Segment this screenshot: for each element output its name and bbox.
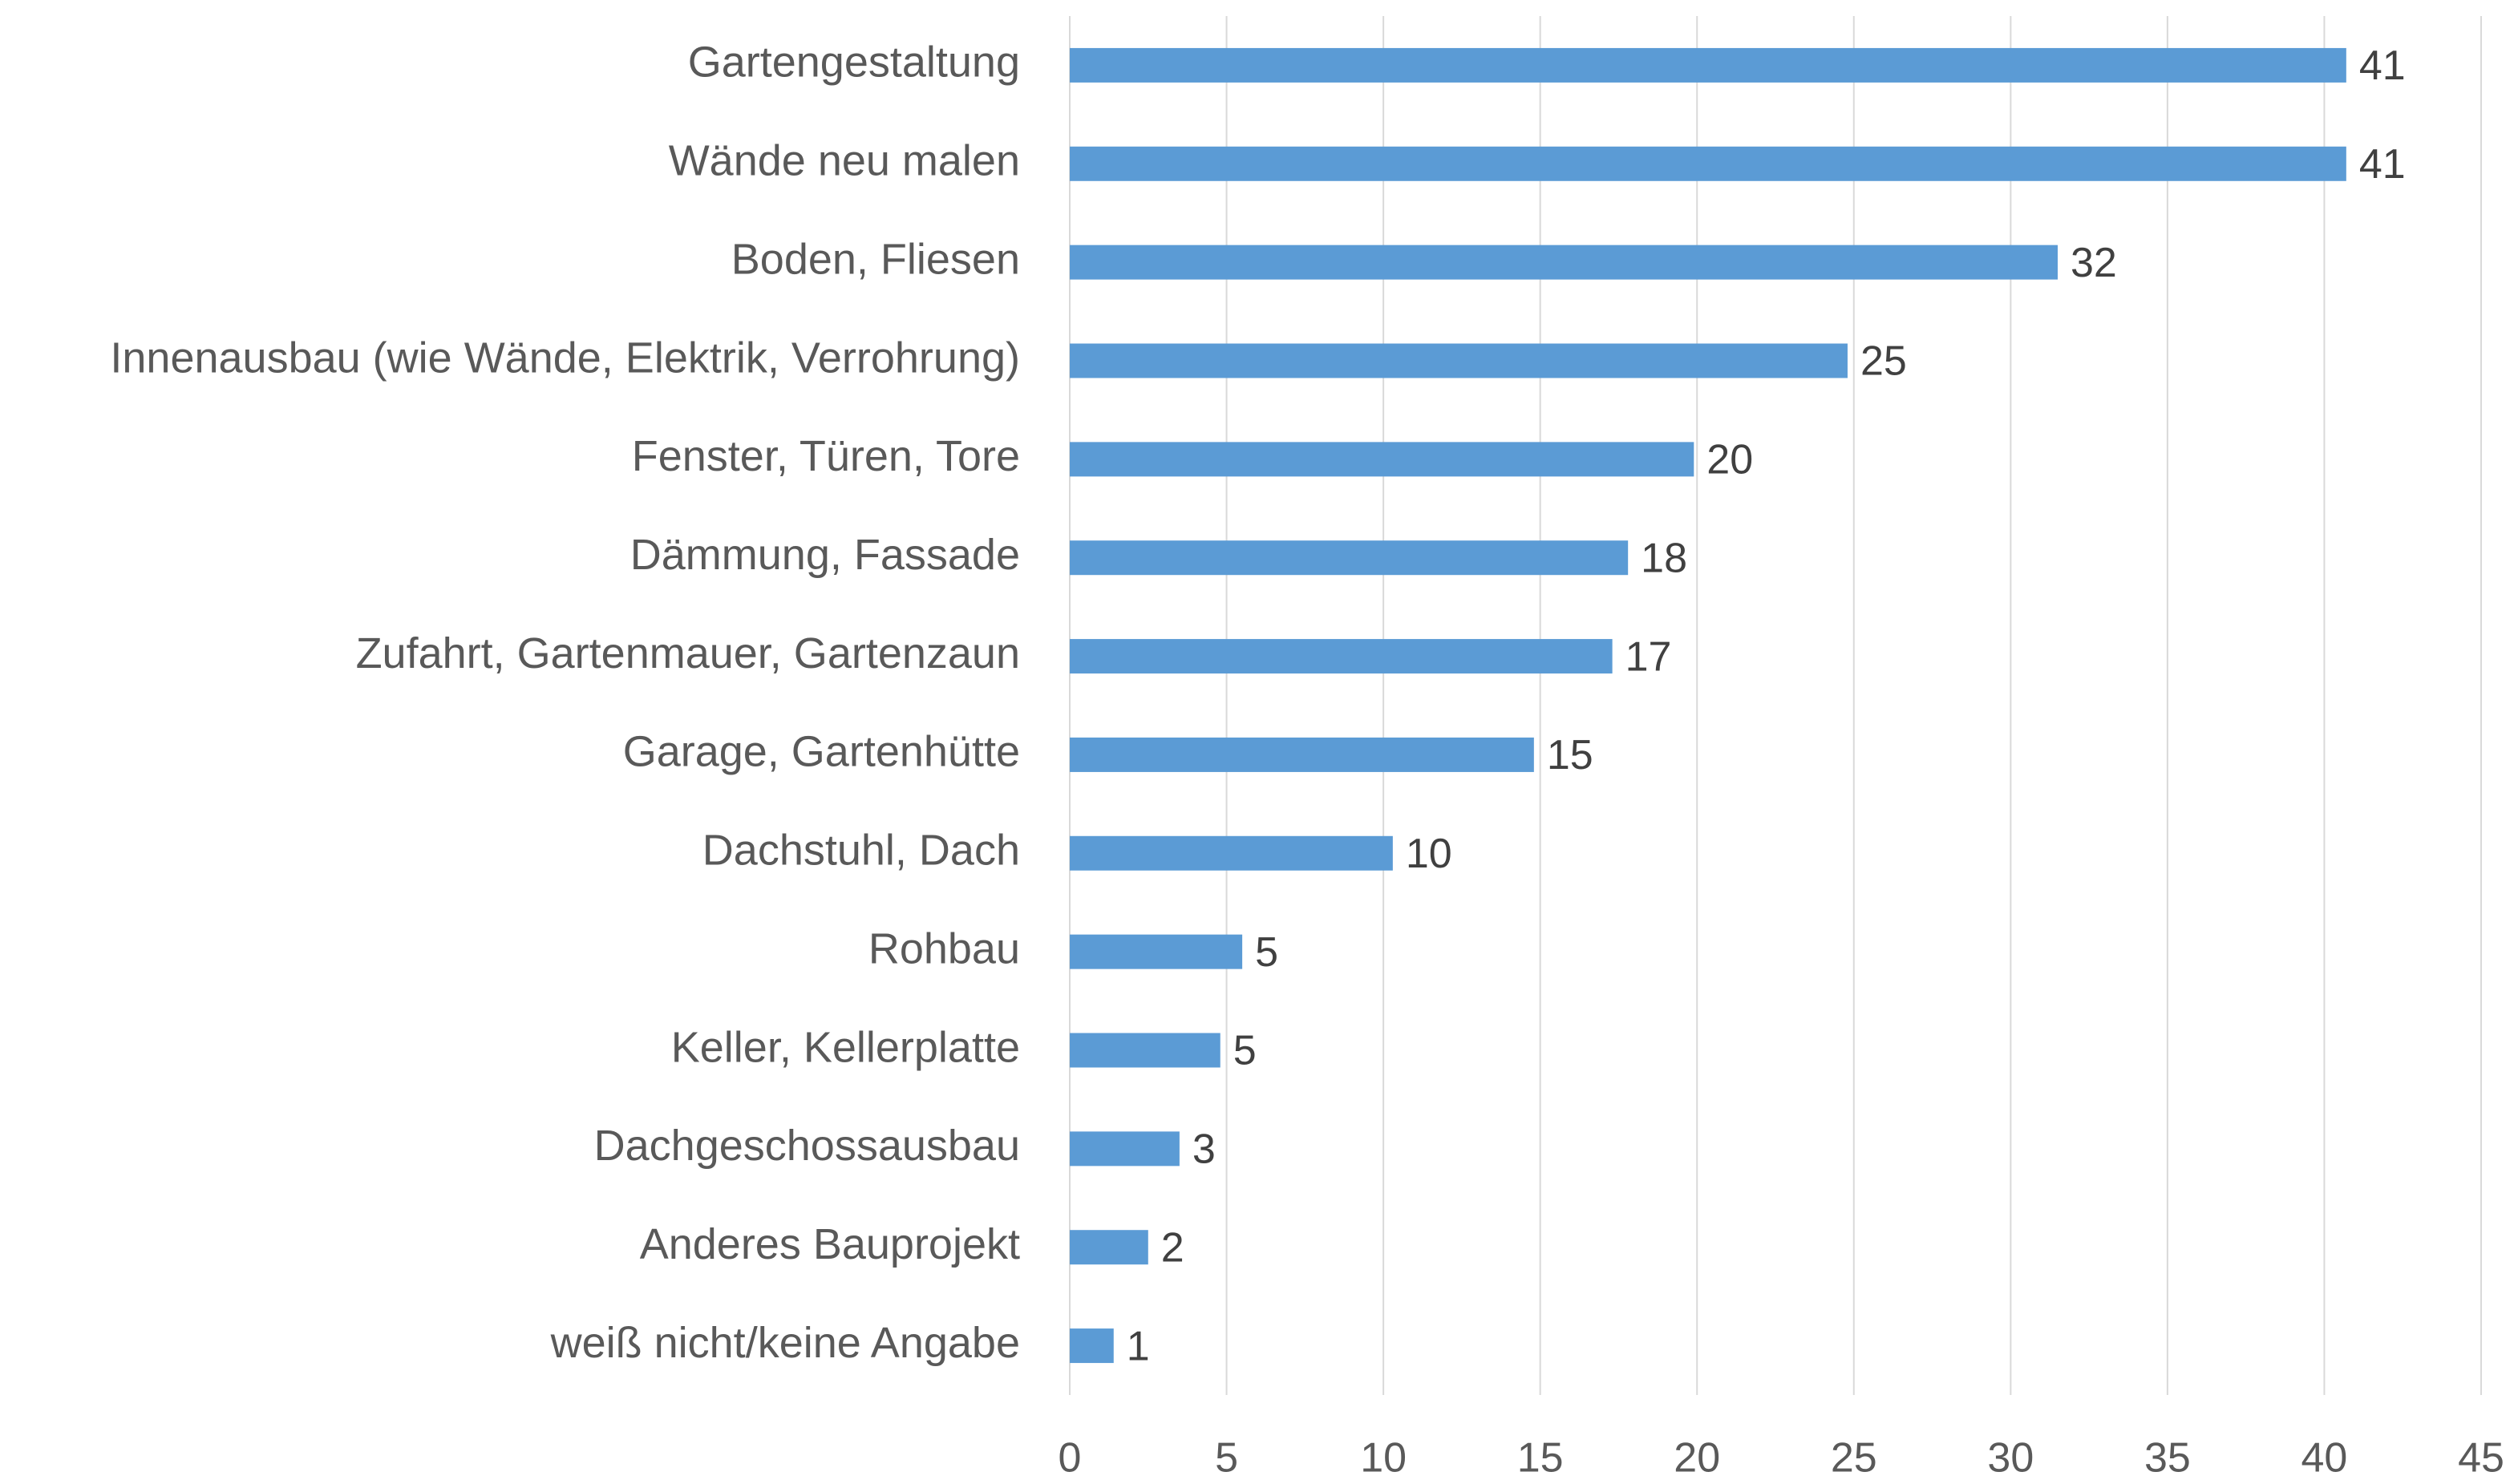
data-label: 18 — [1641, 535, 1687, 581]
x-tick-label: 20 — [1674, 1435, 1720, 1482]
y-tick-label: Dachgeschossausbau — [594, 1122, 1020, 1170]
data-label: 20 — [1706, 437, 1753, 483]
bar — [1070, 47, 2346, 83]
y-tick-label: Fenster, Türen, Tore — [632, 432, 1020, 480]
x-tick-label: 5 — [1215, 1435, 1238, 1482]
x-tick-label: 40 — [2301, 1435, 2348, 1482]
y-tick-label: Boden, Fliesen — [731, 235, 1020, 283]
y-tick-label: Gartengestaltung — [688, 38, 1020, 87]
x-tick-label: 25 — [1831, 1435, 1877, 1482]
data-label: 10 — [1406, 831, 1452, 877]
x-tick-label: 45 — [2458, 1435, 2504, 1482]
data-label: 1 — [1127, 1323, 1150, 1369]
bar — [1070, 737, 1534, 772]
x-tick-label: 35 — [2144, 1435, 2191, 1482]
y-tick-label: Dämmung, Fassade — [630, 531, 1020, 579]
bar — [1070, 442, 1694, 477]
x-tick-label: 0 — [1059, 1435, 1082, 1482]
bar — [1070, 835, 1393, 871]
data-label: 2 — [1161, 1224, 1184, 1271]
data-label: 25 — [1860, 338, 1907, 385]
data-label: 41 — [2359, 141, 2406, 188]
data-label: 41 — [2359, 42, 2406, 89]
bar — [1070, 1230, 1148, 1265]
data-label: 15 — [1547, 732, 1593, 778]
bar — [1070, 934, 1243, 969]
bar — [1070, 343, 1848, 378]
data-label: 3 — [1192, 1126, 1216, 1173]
x-tick-label: 10 — [1360, 1435, 1407, 1482]
bar — [1070, 146, 2346, 181]
y-tick-label: Innenausbau (wie Wände, Elektrik, Verroh… — [110, 334, 1020, 382]
y-tick-label: Anderes Bauprojekt — [640, 1220, 1020, 1268]
y-tick-label: Keller, Kellerplatte — [671, 1023, 1020, 1071]
data-label: 32 — [2071, 240, 2117, 286]
bar — [1070, 245, 2058, 280]
x-tick-label: 15 — [1517, 1435, 1564, 1482]
data-label: 5 — [1255, 929, 1278, 976]
data-label: 5 — [1233, 1028, 1257, 1074]
x-tick-label: 30 — [1987, 1435, 2034, 1482]
data-label: 17 — [1625, 633, 1672, 680]
bar — [1070, 1033, 1221, 1068]
bar — [1070, 639, 1613, 674]
bar — [1070, 540, 1629, 576]
bar — [1070, 1131, 1180, 1167]
y-tick-label: Zufahrt, Gartenmauer, Gartenzaun — [356, 629, 1020, 677]
y-tick-label: Dachstuhl, Dach — [702, 827, 1020, 875]
y-tick-label: weiß nicht/keine Angabe — [550, 1319, 1020, 1367]
bar — [1070, 1328, 1114, 1364]
y-tick-label: Wände neu malen — [669, 137, 1020, 185]
y-tick-label: Rohbau — [868, 924, 1020, 972]
y-tick-label: Garage, Gartenhütte — [623, 728, 1020, 776]
